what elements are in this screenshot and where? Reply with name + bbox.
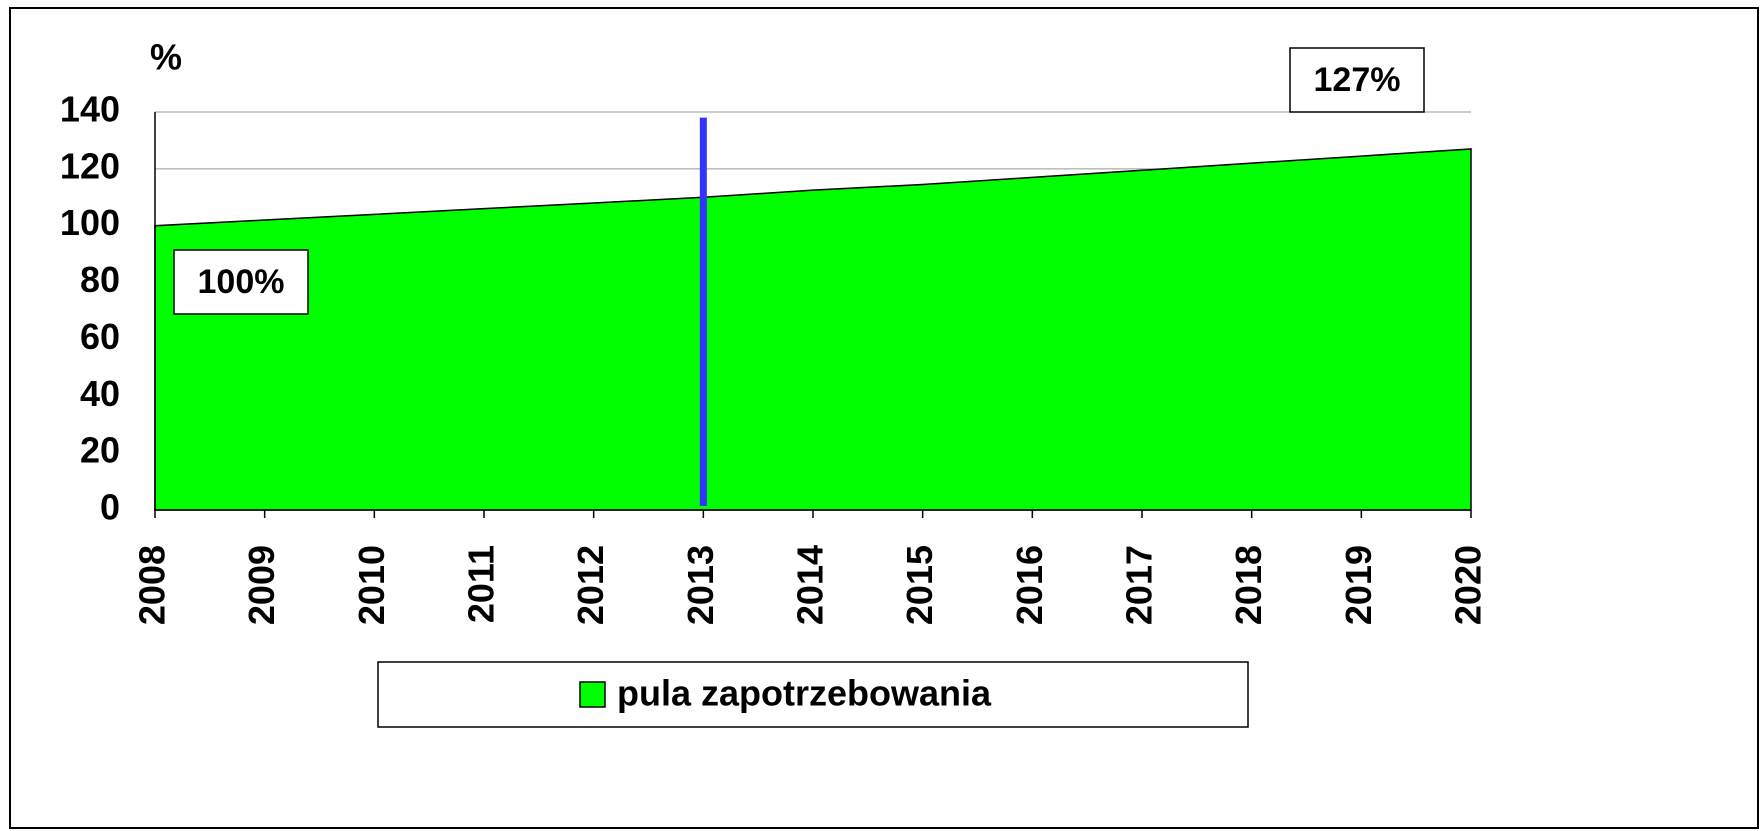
x-tick-label: 2014 [790,545,831,625]
legend-swatch [579,681,606,708]
annotation-box [173,249,309,315]
annotation-box [1289,47,1425,113]
x-tick-label: 2020 [1448,545,1489,625]
x-tick-label: 2011 [461,545,502,623]
y-tick-label: 100 [60,202,120,243]
y-tick-label: 40 [80,373,120,414]
y-axis-label: % [150,37,182,78]
x-tick-label: 2016 [1009,545,1050,625]
x-tick-label: 2010 [351,545,392,625]
x-tick-label: 2012 [570,545,611,625]
x-tick-label: 2013 [680,545,721,625]
y-tick-label: 60 [80,316,120,357]
x-tick-label: 2015 [899,545,940,625]
x-tick-label: 2018 [1228,545,1269,625]
legend-box [377,661,1249,728]
x-tick-label: 2019 [1338,545,1379,625]
legend-label: pula zapotrzebowania [617,673,992,714]
x-tick-label: 2009 [241,545,282,625]
y-tick-label: 140 [60,89,120,130]
x-tick-label: 2017 [1119,545,1160,625]
annotation: 100% [198,263,285,301]
y-tick-label: 80 [80,259,120,300]
x-tick-label: 2008 [132,545,173,625]
y-tick-label: 120 [60,145,120,186]
annotation: 127% [1314,61,1401,99]
y-tick-label: 0 [100,487,120,528]
y-tick-label: 20 [80,430,120,471]
area [154,148,1472,511]
